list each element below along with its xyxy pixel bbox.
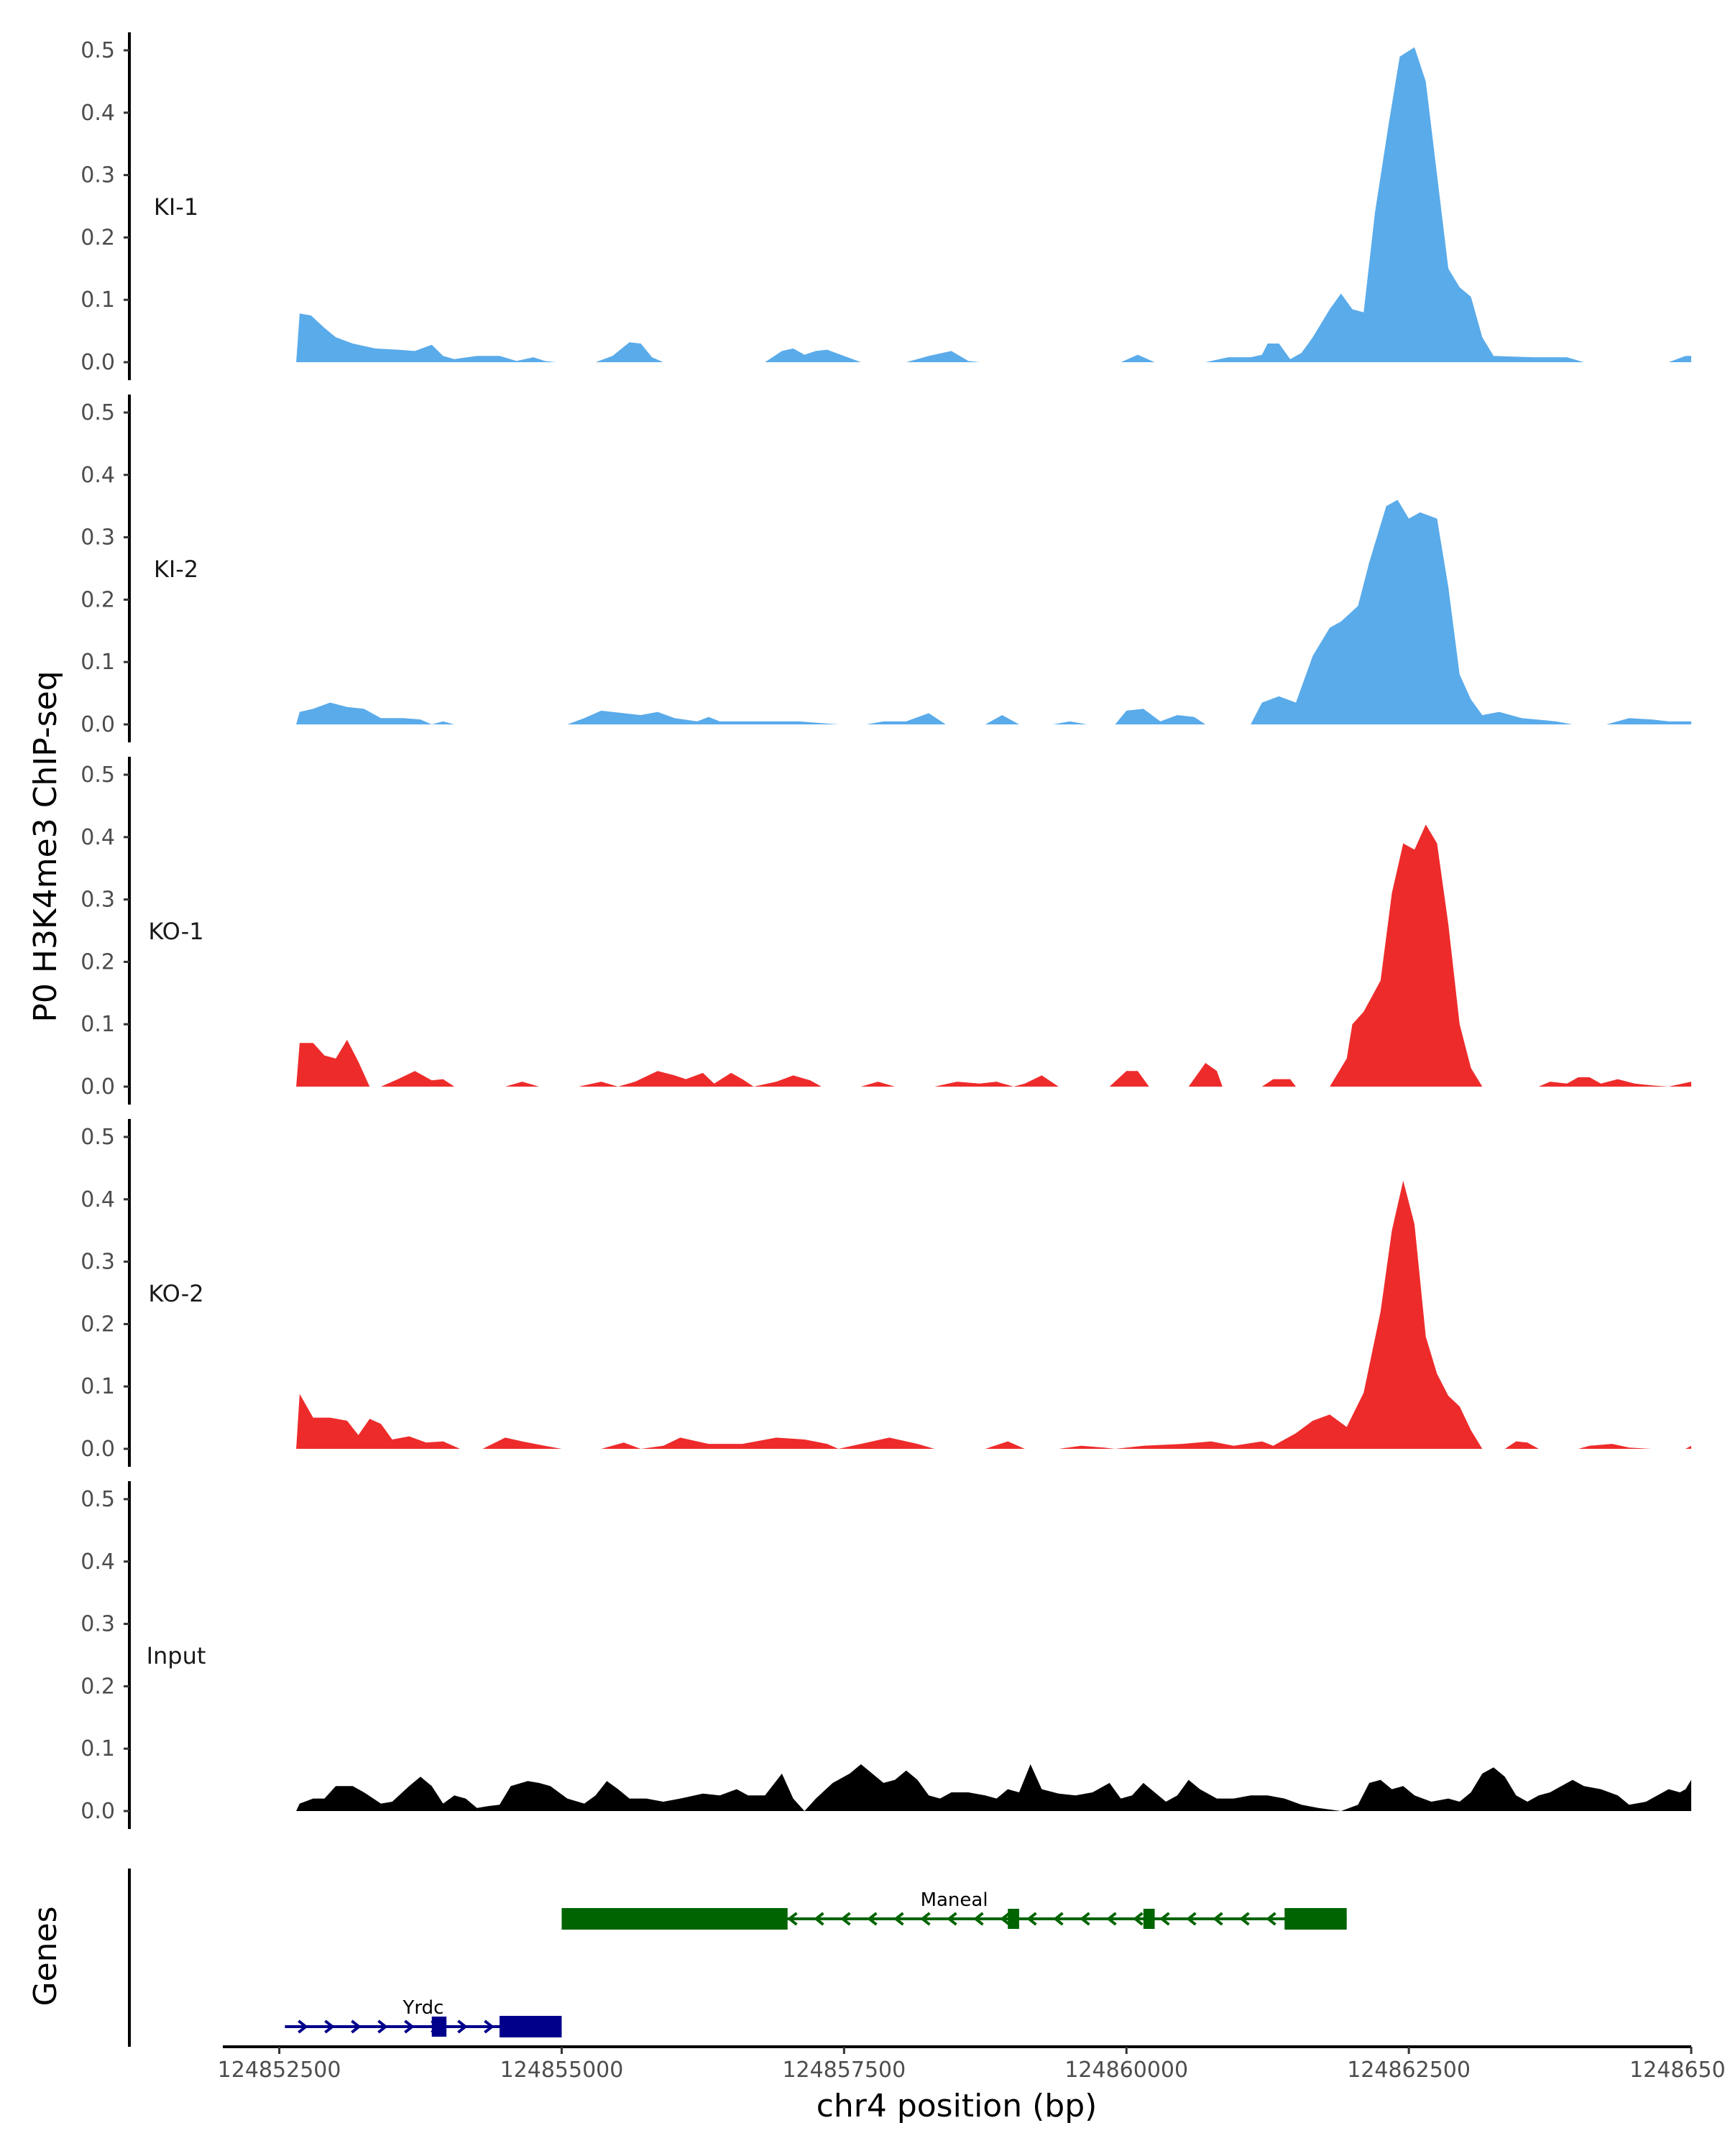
strand-arrow <box>1266 1912 1276 1926</box>
y-tick-label: 0.2 <box>80 1674 115 1699</box>
y-tick-label: 0.0 <box>80 1437 115 1462</box>
y-tick-label: 0.5 <box>80 1125 115 1150</box>
track-label: KI-1 <box>154 193 198 221</box>
y-tick-label: 0.5 <box>80 763 115 788</box>
track-input: 0.0 0.1 0.2 0.3 0.4 0.5 Input <box>80 1481 1692 1829</box>
strand-arrow <box>1053 1912 1064 1926</box>
gene-exon <box>431 2017 447 2037</box>
y-tick-label: 0.0 <box>80 1074 115 1100</box>
strand-arrow <box>920 1912 931 1926</box>
track-label: KI-2 <box>154 556 198 583</box>
strand-arrow <box>1133 1912 1144 1926</box>
genes-track-label: Genes <box>27 1906 64 2006</box>
track-label: Input <box>147 1642 206 1669</box>
coverage-area <box>296 1764 1692 1811</box>
strand-arrow <box>1213 1912 1223 1926</box>
gene-yrdc: Yrdc <box>285 1997 562 2037</box>
y-tick-label: 0.3 <box>80 888 115 913</box>
x-tick-label: 124857500 <box>782 2058 906 2083</box>
strand-arrow <box>377 2019 388 2034</box>
y-tick-label: 0.3 <box>80 1612 115 1637</box>
y-tick-label: 0.0 <box>80 712 115 737</box>
x-tick-label: 124855000 <box>500 2058 624 2083</box>
strand-arrow <box>404 2019 415 2034</box>
strand-arrow <box>814 1912 824 1926</box>
x-tick-label: 124860000 <box>1064 2058 1188 2083</box>
gene-exon <box>1008 1909 1019 1929</box>
gene-exon <box>500 2016 562 2037</box>
coverage-area <box>296 1180 1692 1449</box>
x-axis-title: chr4 position (bp) <box>816 2088 1098 2124</box>
strand-arrow <box>324 2019 335 2034</box>
x-tick-label: 124852500 <box>218 2058 341 2083</box>
strand-arrow <box>1080 1912 1090 1926</box>
strand-arrow <box>893 1912 904 1926</box>
y-tick-label: 0.2 <box>80 1312 115 1337</box>
y-tick-label: 0.3 <box>80 163 115 188</box>
y-tick-label: 0.3 <box>80 1250 115 1275</box>
strand-arrow <box>787 1912 798 1926</box>
y-tick-label: 0.3 <box>80 525 115 550</box>
x-tick-label: 124865000 <box>1629 2058 1725 2083</box>
y-tick-label: 0.0 <box>80 350 115 375</box>
strand-arrow <box>840 1912 851 1926</box>
strand-arrow <box>457 2019 468 2034</box>
gene-maneal: Maneal <box>561 1889 1347 1930</box>
y-tick-label: 0.2 <box>80 587 115 612</box>
y-tick-label: 0.4 <box>80 1549 115 1575</box>
y-tick-label: 0.1 <box>80 287 115 313</box>
strand-arrow <box>1026 1912 1037 1926</box>
coverage-tracks: 0.0 0.1 0.2 0.3 0.4 0.5 KI-1 0.0 0.1 0.2 0.3 0.4 0.5… <box>80 32 1692 1829</box>
coverage-area <box>296 47 1692 362</box>
coverage-area <box>296 824 1692 1087</box>
y-tick-label: 0.1 <box>80 650 115 675</box>
gene-exon <box>561 1908 788 1930</box>
y-axis-title: P0 H3K4me3 ChIP-seq <box>27 671 64 1022</box>
strand-arrow <box>1106 1912 1117 1926</box>
strand-arrow <box>1159 1912 1170 1926</box>
y-tick-label: 0.0 <box>80 1799 115 1824</box>
y-tick-label: 0.1 <box>80 1012 115 1037</box>
strand-arrow <box>867 1912 878 1926</box>
track-label: KO-1 <box>148 918 203 945</box>
x-axis: chr4 position (bp) 124852500 124855000 124… <box>218 2045 1725 2124</box>
track-ki-2: 0.0 0.1 0.2 0.3 0.4 0.5 KI-2 <box>80 395 1692 742</box>
x-tick-label: 124862500 <box>1347 2058 1471 2083</box>
y-tick-label: 0.1 <box>80 1374 115 1399</box>
y-tick-label: 0.4 <box>80 1187 115 1212</box>
track-ki-1: 0.0 0.1 0.2 0.3 0.4 0.5 KI-1 <box>80 32 1692 380</box>
strand-arrow <box>351 2019 362 2034</box>
strand-arrow <box>947 1912 957 1926</box>
strand-arrow <box>1186 1912 1197 1926</box>
gene-name-label: Maneal <box>921 1889 988 1911</box>
strand-arrow <box>298 2019 308 2034</box>
strand-arrow <box>1239 1912 1250 1926</box>
y-tick-label: 0.5 <box>80 1487 115 1512</box>
y-tick-label: 0.4 <box>80 463 115 488</box>
coverage-area <box>296 499 1692 724</box>
y-tick-label: 0.2 <box>80 949 115 975</box>
gene-exon <box>1284 1908 1347 1930</box>
y-tick-label: 0.1 <box>80 1736 115 1761</box>
gene-name-label: Yrdc <box>402 1997 443 2019</box>
y-tick-label: 0.5 <box>80 38 115 63</box>
track-ko-2: 0.0 0.1 0.2 0.3 0.4 0.5 KO-2 <box>80 1119 1692 1467</box>
y-tick-label: 0.4 <box>80 825 115 850</box>
genes-panel: Genes Maneal Yrdc <box>27 1869 1347 2047</box>
track-label: KO-2 <box>148 1280 203 1307</box>
strand-arrow <box>1000 1912 1011 1926</box>
y-tick-label: 0.5 <box>80 400 115 425</box>
gene-exon <box>1143 1909 1155 1929</box>
strand-arrow <box>973 1912 984 1926</box>
strand-arrow <box>484 2019 494 2034</box>
track-ko-1: 0.0 0.1 0.2 0.3 0.4 0.5 KO-1 <box>80 757 1692 1105</box>
y-tick-label: 0.2 <box>80 225 115 250</box>
y-tick-label: 0.4 <box>80 101 115 126</box>
